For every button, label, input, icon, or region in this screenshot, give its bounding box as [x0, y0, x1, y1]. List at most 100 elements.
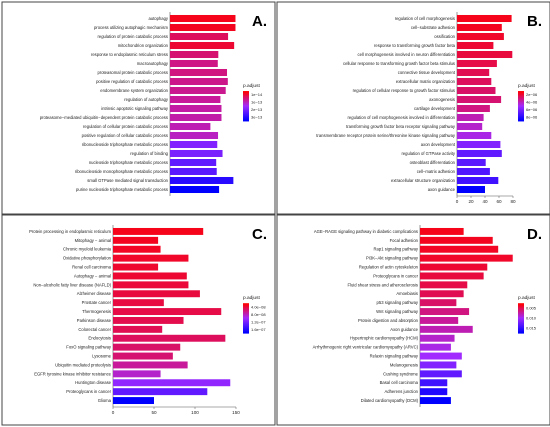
- bar: [457, 41, 494, 50]
- bar: [457, 185, 485, 194]
- legend-gradient-step: [518, 316, 524, 319]
- legend-gradient-step: [518, 305, 524, 308]
- category-label: Hypertrophic cardiomyopathy (HCM): [350, 336, 419, 341]
- legend-gradient-step: [518, 325, 524, 328]
- category-label: ribonucleoside monophosphate metabolic p…: [75, 169, 168, 174]
- category-label: AGE−RAGE signaling pathway in diabetic c…: [314, 229, 418, 234]
- bar: [170, 86, 226, 95]
- legend-gradient-step: [243, 103, 249, 106]
- bar: [457, 32, 504, 41]
- legend-gradient-step: [243, 99, 249, 102]
- legend-gradient-step: [243, 319, 249, 322]
- category-label: Oxidative phosphorylation: [63, 256, 112, 261]
- category-label: proteasomal protein catabolic process: [97, 70, 168, 75]
- category-label: extracellular matrix organization: [396, 79, 456, 84]
- bar: [420, 299, 457, 307]
- legend-gradient-step: [243, 315, 249, 318]
- legend-gradient-step: [243, 316, 249, 319]
- legend-gradient-step: [243, 106, 249, 108]
- bar: [170, 122, 211, 131]
- bar: [420, 272, 484, 280]
- category-label: macroautophagy: [137, 61, 169, 66]
- bar: [420, 290, 464, 298]
- category-label: Protein digestion and absorption: [358, 318, 419, 323]
- category-label: connective tissue development: [398, 70, 456, 75]
- legend-gradient-step: [243, 92, 249, 94]
- category-label: Thermogenesis: [82, 309, 111, 314]
- legend-gradient-step: [243, 104, 249, 107]
- legend-gradient-step: [518, 304, 524, 307]
- bar: [113, 388, 208, 396]
- legend-gradient-step: [243, 328, 249, 330]
- legend-tick-label: 1e−13: [251, 100, 263, 105]
- legend-gradient-step: [243, 93, 249, 96]
- bar: [420, 370, 462, 378]
- bar: [113, 236, 159, 244]
- legend-gradient-step: [518, 308, 524, 310]
- panel-frame: [276, 1, 550, 215]
- bar: [113, 290, 200, 298]
- category-label: cartilage development: [414, 106, 456, 111]
- legend-gradient-step: [518, 119, 524, 122]
- bar: [113, 334, 226, 342]
- legend-gradient-step: [243, 116, 249, 118]
- bar: [113, 316, 184, 324]
- legend-gradient-step: [518, 91, 524, 93]
- category-label: Relaxin signaling pathway: [370, 353, 419, 358]
- bar: [420, 379, 448, 387]
- category-label: mitochondrion organization: [118, 43, 169, 48]
- legend-gradient-step: [243, 309, 249, 312]
- category-label: p53 signaling pathway: [377, 300, 419, 305]
- panel-frame: [276, 214, 550, 426]
- x-tick-label: 20: [468, 199, 474, 204]
- bar: [420, 245, 499, 253]
- category-label: Regulation of actin cytoskeleton: [359, 264, 419, 269]
- legend-gradient-step: [243, 308, 249, 310]
- category-label: Autophagy − animal: [74, 273, 111, 278]
- bar: [113, 272, 187, 280]
- category-label: ossification: [434, 34, 455, 39]
- legend-gradient-step: [518, 108, 524, 111]
- category-label: Melanogenesis: [390, 362, 418, 367]
- legend-gradient-step: [518, 323, 524, 325]
- legend-gradient-step: [518, 320, 524, 323]
- legend-gradient-step: [243, 313, 249, 315]
- bar: [113, 299, 164, 307]
- bar: [420, 352, 462, 360]
- legend-gradient-step: [518, 329, 524, 332]
- bar: [457, 167, 490, 176]
- legend-gradient-step: [518, 318, 524, 320]
- bar: [113, 379, 231, 387]
- category-label: Huntington disease: [75, 380, 112, 385]
- legend-title: p.adjust: [518, 83, 535, 89]
- category-label: regulation of cellular response to growt…: [353, 88, 455, 93]
- legend-gradient-step: [518, 102, 524, 104]
- bar: [113, 325, 163, 333]
- panel-letter: C.: [252, 226, 267, 243]
- chart-panel-4: AGE−RAGE signaling pathway in diabetic c…: [276, 214, 550, 426]
- category-label: Chronic myeloid leukemia: [63, 247, 112, 252]
- bar: [170, 158, 217, 167]
- category-label: Axon guidance: [390, 327, 418, 332]
- bar: [113, 343, 181, 351]
- category-label: positive regulation of catabolic process: [96, 79, 168, 84]
- bar: [457, 113, 484, 122]
- bar: [170, 59, 218, 68]
- legend-gradient-step: [518, 303, 524, 305]
- category-label: transmembrane receptor protein serine/th…: [316, 133, 456, 138]
- category-label: Lysosome: [92, 353, 112, 358]
- category-label: transforming growth factor beta receptor…: [346, 124, 456, 129]
- legend-gradient-step: [243, 119, 249, 122]
- category-label: regulation of cell morphogenesis involve…: [348, 115, 456, 120]
- category-label: intrinsic apoptotic signaling pathway: [101, 106, 169, 111]
- legend-gradient-step: [243, 108, 249, 111]
- category-label: Fluid shear stress and atherosclerosis: [347, 282, 418, 287]
- legend-gradient-step: [243, 91, 249, 93]
- category-label: small GTPase mediated signal transductio…: [87, 178, 168, 183]
- category-label: Protein processing in endoplasmic reticu…: [29, 229, 111, 234]
- legend-gradient-step: [243, 331, 249, 334]
- bar: [113, 397, 154, 405]
- legend-gradient-step: [518, 331, 524, 334]
- legend-gradient-step: [518, 112, 524, 114]
